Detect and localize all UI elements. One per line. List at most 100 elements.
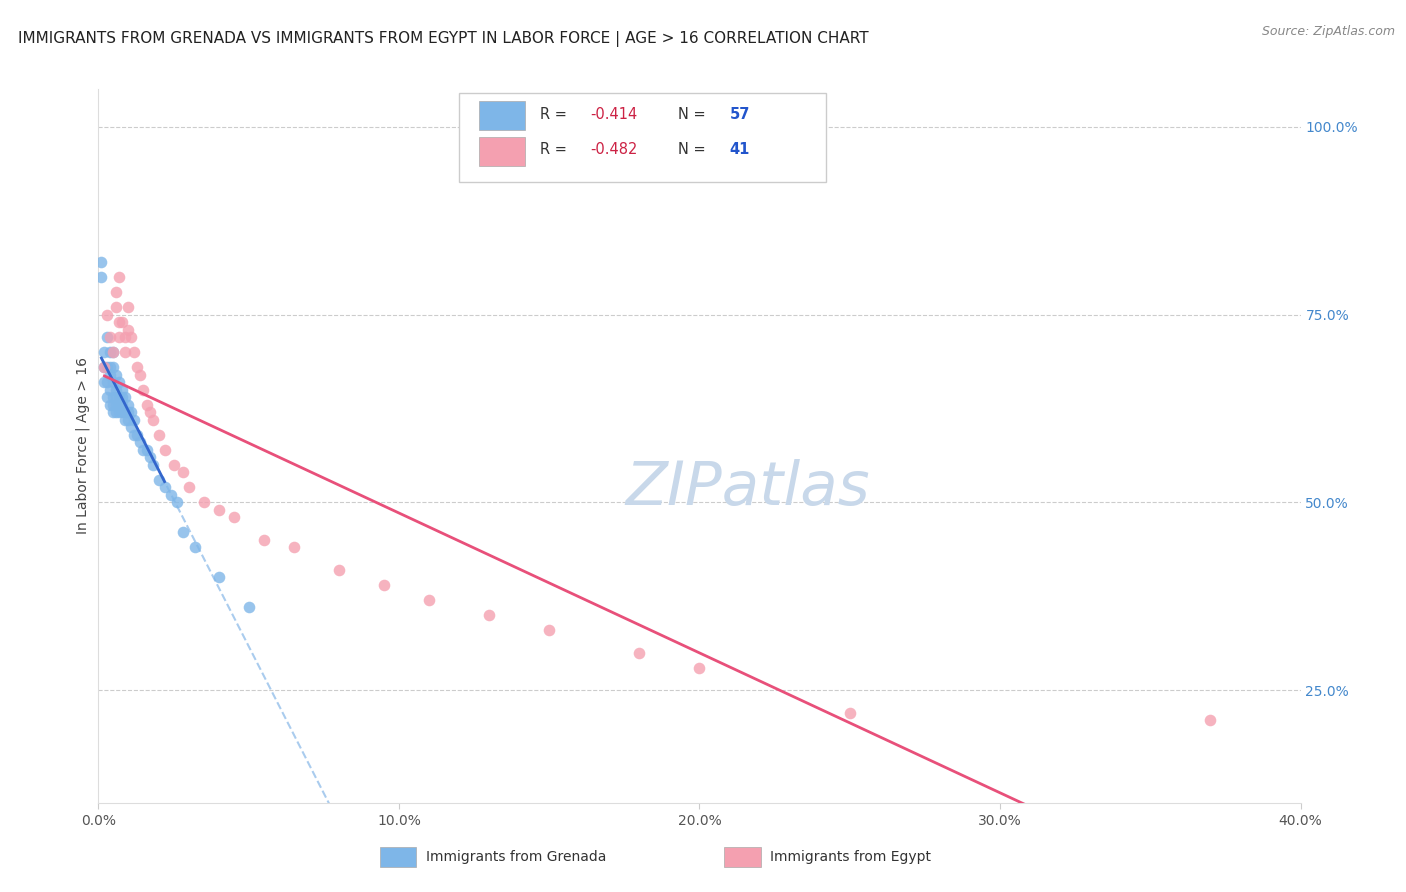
Point xyxy=(103,360,125,375)
Point xyxy=(129,368,152,382)
Point xyxy=(111,405,134,419)
Bar xyxy=(479,137,526,166)
Point xyxy=(208,503,231,517)
Y-axis label: In Labor Force | Age > 16: In Labor Force | Age > 16 xyxy=(76,358,90,534)
Point xyxy=(222,510,245,524)
Point xyxy=(183,541,205,555)
Text: N =: N = xyxy=(678,143,710,157)
Bar xyxy=(380,847,416,867)
Point xyxy=(114,345,136,359)
Point xyxy=(114,405,136,419)
Point xyxy=(114,390,136,404)
Point xyxy=(172,465,194,479)
Point xyxy=(177,480,200,494)
Point xyxy=(208,570,231,584)
Point xyxy=(418,593,440,607)
Point xyxy=(100,398,122,412)
Point xyxy=(373,578,395,592)
Point xyxy=(100,345,122,359)
Point xyxy=(127,360,149,375)
Point xyxy=(1199,713,1222,727)
Point xyxy=(100,360,122,375)
Point xyxy=(253,533,276,547)
Point xyxy=(117,300,139,314)
Point xyxy=(105,383,128,397)
Point xyxy=(117,413,139,427)
Point xyxy=(138,450,160,465)
Text: Source: ZipAtlas.com: Source: ZipAtlas.com xyxy=(1261,25,1395,38)
Point xyxy=(105,398,128,412)
Point xyxy=(114,413,136,427)
Point xyxy=(153,480,176,494)
Point xyxy=(105,390,128,404)
Point xyxy=(153,442,176,457)
Text: Immigrants from Grenada: Immigrants from Grenada xyxy=(426,850,606,864)
Point xyxy=(135,442,157,457)
Point xyxy=(90,270,112,285)
Point xyxy=(238,600,260,615)
Point xyxy=(111,398,134,412)
Point xyxy=(103,390,125,404)
Point xyxy=(111,390,134,404)
Text: IMMIGRANTS FROM GRENADA VS IMMIGRANTS FROM EGYPT IN LABOR FORCE | AGE > 16 CORRE: IMMIGRANTS FROM GRENADA VS IMMIGRANTS FR… xyxy=(18,31,869,47)
Point xyxy=(132,383,155,397)
Point xyxy=(124,345,146,359)
Point xyxy=(108,375,131,389)
Point xyxy=(141,413,163,427)
Point xyxy=(172,525,194,540)
Point xyxy=(93,360,115,375)
Point xyxy=(148,473,170,487)
Point xyxy=(108,330,131,344)
Point xyxy=(100,383,122,397)
Point xyxy=(628,646,651,660)
Point xyxy=(159,488,181,502)
Point xyxy=(105,300,128,314)
Point xyxy=(328,563,350,577)
Point xyxy=(478,607,501,622)
Point xyxy=(93,345,115,359)
Point xyxy=(129,435,152,450)
Text: ZIPatlas: ZIPatlas xyxy=(626,459,870,518)
Text: R =: R = xyxy=(540,143,571,157)
Point xyxy=(283,541,305,555)
Point xyxy=(114,330,136,344)
Point xyxy=(162,458,184,472)
Point xyxy=(108,398,131,412)
Point xyxy=(121,405,143,419)
Point xyxy=(103,405,125,419)
Point xyxy=(124,413,146,427)
Point xyxy=(538,623,561,637)
Point xyxy=(96,375,118,389)
Point xyxy=(121,420,143,434)
Point xyxy=(117,322,139,336)
Point xyxy=(193,495,215,509)
Point xyxy=(100,368,122,382)
Point xyxy=(105,405,128,419)
Point xyxy=(135,398,157,412)
Point xyxy=(117,405,139,419)
Text: R =: R = xyxy=(540,107,571,121)
Point xyxy=(166,495,188,509)
Point xyxy=(96,330,118,344)
Point xyxy=(127,427,149,442)
Point xyxy=(148,427,170,442)
Text: Immigrants from Egypt: Immigrants from Egypt xyxy=(770,850,932,864)
Point xyxy=(96,360,118,375)
Point xyxy=(105,285,128,299)
Text: -0.482: -0.482 xyxy=(591,143,637,157)
Point xyxy=(108,315,131,329)
Point xyxy=(93,360,115,375)
Point xyxy=(838,706,860,720)
Point xyxy=(100,330,122,344)
Point xyxy=(689,660,711,674)
Point xyxy=(124,427,146,442)
Point xyxy=(111,315,134,329)
Point xyxy=(103,398,125,412)
Point xyxy=(138,405,160,419)
Point xyxy=(103,375,125,389)
Point xyxy=(108,390,131,404)
Point xyxy=(105,368,128,382)
Point xyxy=(111,383,134,397)
Bar xyxy=(479,102,526,130)
FancyBboxPatch shape xyxy=(458,93,825,182)
